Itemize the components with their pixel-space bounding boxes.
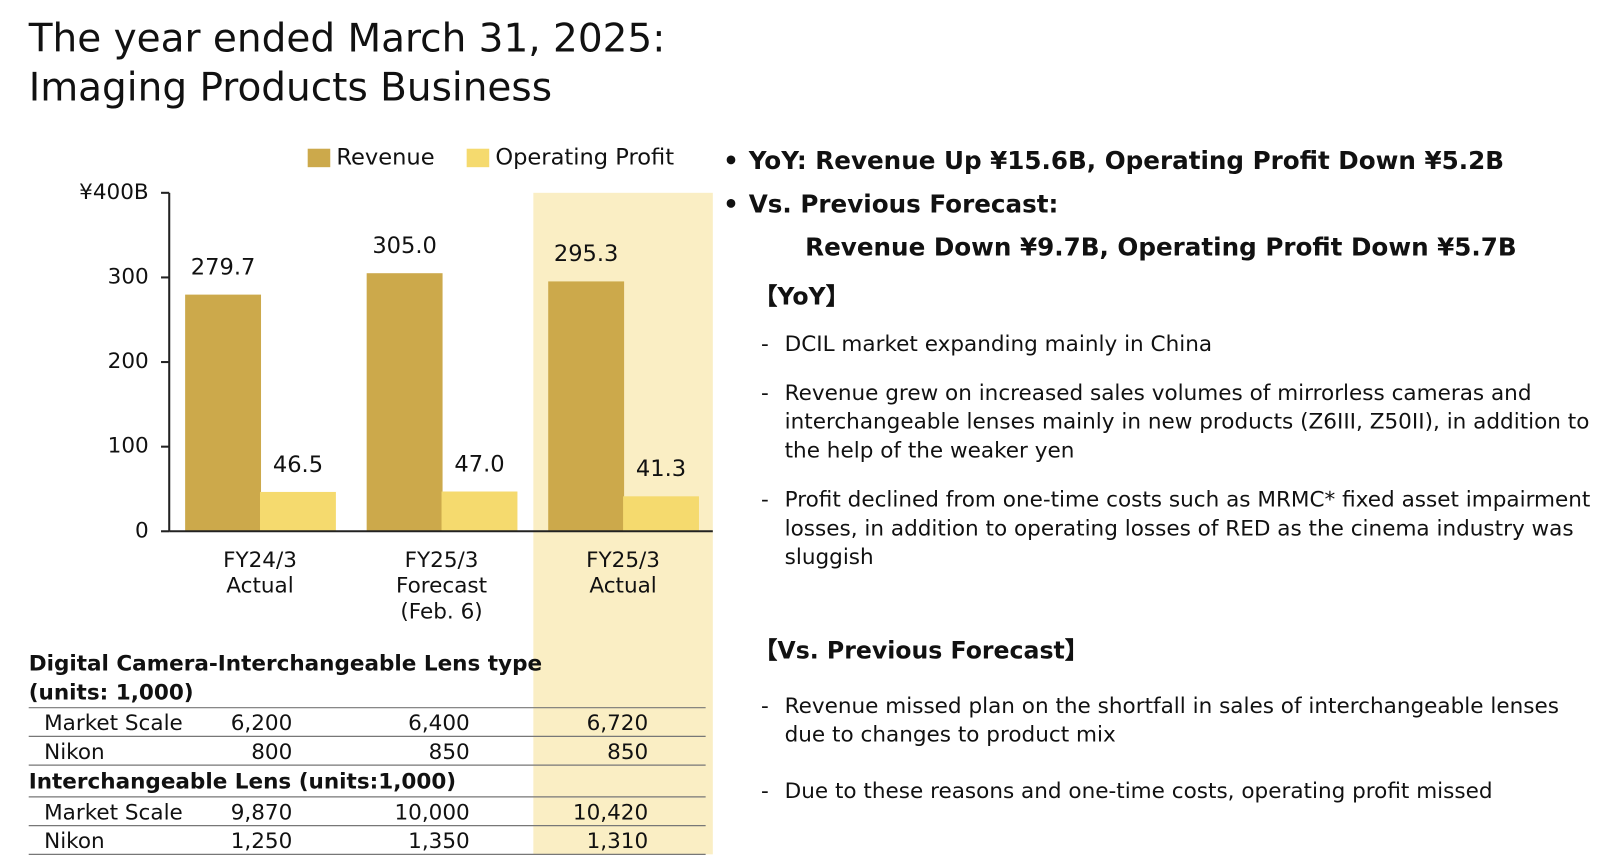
- value-label: 295.3: [554, 241, 619, 267]
- y-tick-label: ¥400B: [79, 180, 149, 205]
- table-title: Interchangeable Lens (units:1,000): [29, 770, 456, 795]
- table-cell: 10,000: [394, 800, 469, 825]
- y-tick-label: 0: [135, 518, 149, 543]
- table-cell: 850: [607, 740, 648, 765]
- x-tick-label: FY25/3 Actual: [586, 548, 660, 599]
- section-item: DCIL market expanding mainly in China: [784, 331, 1213, 356]
- bar: [259, 491, 336, 532]
- x-tick-label: FY24/3 Actual: [223, 548, 297, 599]
- x-tick-label: FY25/3 Forecast (Feb. 6): [396, 548, 487, 624]
- y-tick-label: 300: [108, 264, 149, 289]
- table-title: Digital Camera-Interchangeable Lens type: [29, 652, 542, 677]
- summary-detail: Revenue Down ¥9.7B, Operating Profit Dow…: [805, 232, 1517, 262]
- bar: [623, 496, 699, 532]
- legend-swatch: [466, 148, 490, 168]
- dash: -: [761, 380, 769, 406]
- value-label: 305.0: [372, 233, 437, 259]
- bar: [548, 281, 625, 532]
- dash: -: [761, 693, 769, 718]
- table-cell: 1,250: [231, 829, 293, 854]
- table-cell: 1,350: [408, 829, 470, 854]
- section-item: Revenue missed plan on the shortfall in …: [784, 693, 1559, 747]
- legend-swatch: [307, 148, 331, 168]
- row-label: Nikon: [44, 740, 105, 765]
- dash: -: [761, 331, 769, 356]
- table-cell: 6,200: [231, 711, 293, 736]
- summary-point: YoY: Revenue Up ¥15.6B, Operating Profit…: [748, 146, 1504, 176]
- legend-label: Revenue: [336, 144, 434, 170]
- table-cell: 6,400: [408, 711, 470, 736]
- section-item: Revenue grew on increased sales volumes …: [784, 380, 1590, 463]
- section-heading: 【Vs. Previous Forecast】: [753, 637, 1089, 665]
- legend-label: Operating Profit: [495, 144, 674, 170]
- value-label: 41.3: [636, 456, 686, 482]
- row-label: Nikon: [44, 829, 105, 854]
- table-cell: 9,870: [231, 800, 293, 825]
- bar: [441, 491, 518, 532]
- row-label: Market Scale: [44, 711, 183, 736]
- table-cell: 800: [251, 740, 292, 765]
- section-heading: 【YoY】: [753, 284, 850, 311]
- dash: -: [761, 487, 769, 512]
- bar: [185, 294, 262, 532]
- table-subtitle: (units: 1,000): [29, 680, 194, 705]
- summary-point: Vs. Previous Forecast:: [748, 189, 1059, 219]
- bar: [366, 273, 443, 532]
- table-cell: 6,720: [587, 711, 649, 736]
- value-label: 47.0: [454, 451, 504, 477]
- value-label: 279.7: [191, 254, 256, 280]
- table-cell: 10,420: [573, 800, 648, 825]
- bullet: •: [723, 189, 739, 219]
- bullet: •: [723, 146, 739, 176]
- value-label: 46.5: [273, 452, 323, 478]
- dash: -: [761, 778, 769, 804]
- y-tick-label: 100: [108, 434, 149, 459]
- table-cell: 1,310: [587, 829, 649, 854]
- section-item: Profit declined from one-time costs such…: [784, 487, 1591, 570]
- section-item: Due to these reasons and one-time costs,…: [784, 778, 1493, 804]
- table-cell: 850: [429, 740, 470, 765]
- row-label: Market Scale: [44, 800, 183, 825]
- title: The year ended March 31, 2025:: [28, 15, 666, 61]
- title: Imaging Products Business: [28, 64, 553, 110]
- y-tick-label: 200: [108, 349, 149, 374]
